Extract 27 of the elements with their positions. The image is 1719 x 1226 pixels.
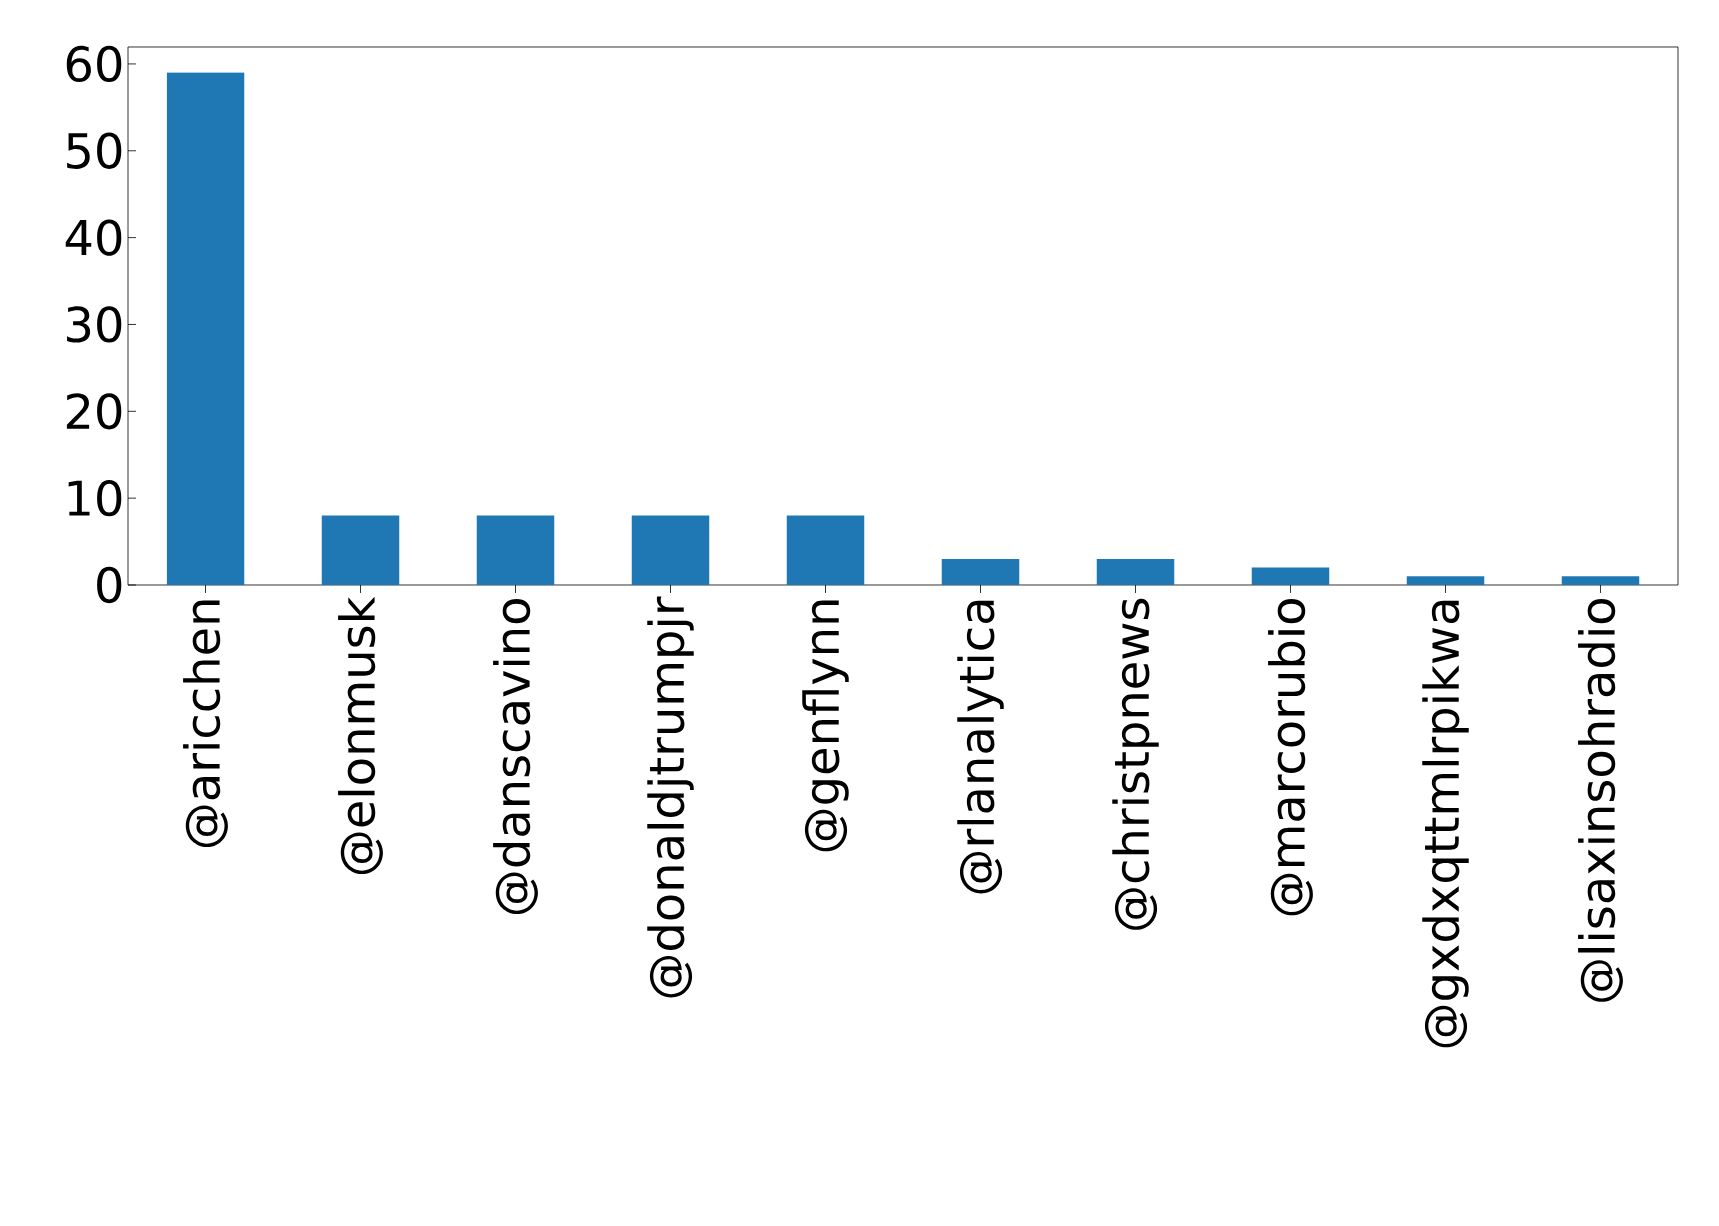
- x-tick-label: @gxdxqttmlrpikwa: [1422, 600, 1469, 1048]
- y-tick-label: 50: [67, 132, 122, 169]
- x-tick-label: @rlanalytica: [957, 600, 1004, 894]
- y-tick-label: 40: [65, 219, 122, 256]
- bar: [166, 72, 245, 585]
- x-tick-label: @christpnews: [1112, 598, 1159, 930]
- y-tick-label: 10: [68, 479, 122, 517]
- x-tick-label: @aricchen: [183, 600, 228, 847]
- bar: [1561, 576, 1640, 585]
- bar: [476, 515, 555, 585]
- x-tick-label: @elonmusk: [338, 596, 383, 874]
- bar: [941, 558, 1020, 585]
- x-tick-label: @genflynn: [802, 600, 849, 852]
- bar: [786, 515, 865, 585]
- y-tick-label: 0: [97, 566, 122, 604]
- x-tick-label: @donaldjtrumpjr: [647, 596, 694, 998]
- bar: [631, 515, 710, 585]
- bar: [321, 515, 400, 585]
- x-tick-label: @danscavino: [493, 599, 538, 914]
- bar: [1406, 576, 1485, 585]
- x-tick-label: @marcorubio: [1268, 599, 1313, 916]
- bar: [1251, 567, 1330, 585]
- y-tick-label: 60: [66, 45, 122, 83]
- bar: [1096, 558, 1175, 585]
- y-tick-label: 20: [66, 393, 122, 430]
- y-tick-label: 30: [67, 306, 122, 343]
- x-tick-label: @lisaxinsohradio: [1578, 599, 1623, 1002]
